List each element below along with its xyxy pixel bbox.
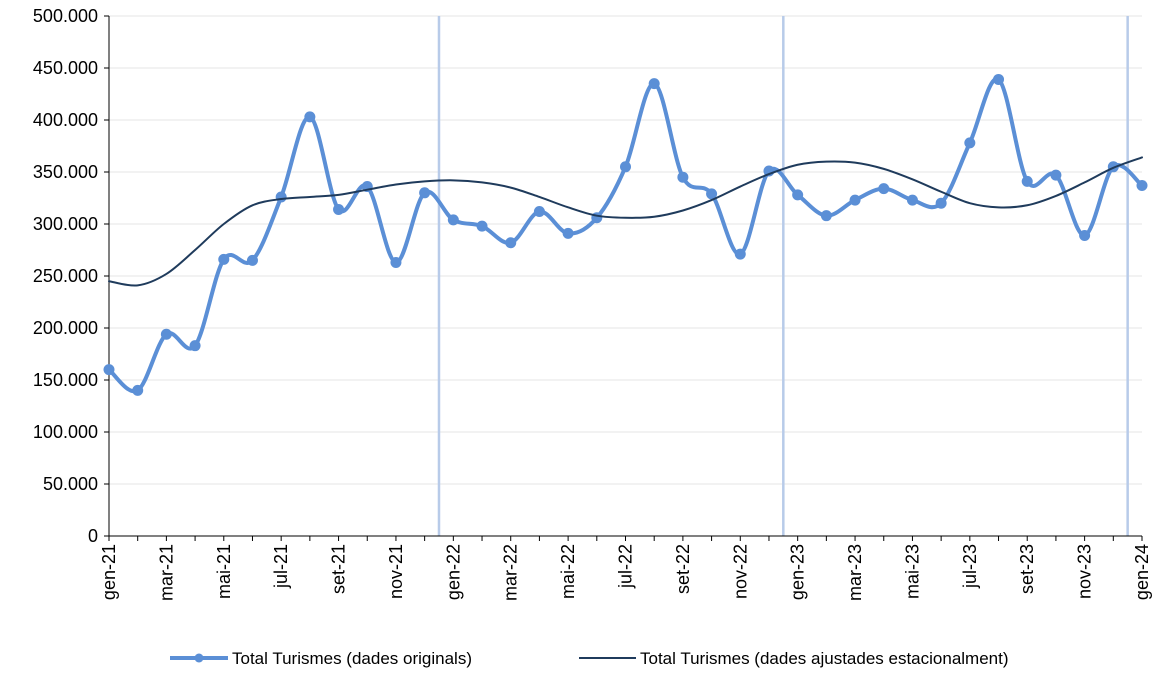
data-point-original	[993, 73, 1005, 85]
axes	[104, 15, 1143, 541]
legend-marker-original	[194, 653, 204, 663]
grid-lines	[109, 15, 1142, 485]
data-point-original	[820, 210, 832, 222]
year-separators	[437, 16, 1129, 536]
y-tick-label: 50.000	[43, 474, 98, 494]
x-tick-label: jul-22	[616, 544, 636, 589]
x-tick-label: mar-22	[501, 544, 521, 601]
data-point-original	[878, 183, 890, 195]
x-tick-label: set-23	[1017, 544, 1037, 594]
data-point-original	[964, 137, 976, 149]
x-tick-label: nov-23	[1075, 544, 1095, 599]
x-tick-label: gen-24	[1132, 544, 1152, 600]
data-point-original	[505, 237, 517, 249]
data-point-original	[304, 111, 316, 123]
y-tick-label: 350.000	[33, 162, 98, 182]
data-point-original	[1136, 180, 1148, 192]
x-tick-label: nov-21	[386, 544, 406, 599]
data-point-original	[792, 189, 804, 201]
data-point-original	[677, 171, 689, 183]
y-tick-label: 150.000	[33, 370, 98, 390]
y-tick-label: 250.000	[33, 266, 98, 286]
data-point-original	[706, 188, 718, 200]
data-point-original	[849, 194, 861, 206]
legend-label-original: Total Turismes (dades originals)	[232, 649, 472, 668]
data-point-original	[906, 194, 918, 206]
data-point-original	[275, 191, 287, 203]
series-lines	[103, 73, 1148, 396]
y-tick-label: 500.000	[33, 6, 98, 26]
x-axis-tick-labels: gen-21 mar-21 mai-21 jul-21 set-21 nov-21 gen-…	[99, 544, 1152, 601]
x-tick-label: nov-22	[730, 544, 750, 599]
x-tick-label: set-21	[329, 544, 349, 594]
data-point-original	[246, 254, 258, 266]
y-tick-label: 200.000	[33, 318, 98, 338]
x-tick-label: set-22	[673, 544, 693, 594]
data-point-original	[562, 227, 574, 239]
y-tick-label: 0	[88, 526, 98, 546]
y-axis-tick-labels: 0 50.000 100.000 150.000 200.000 250.000 300.0…	[33, 6, 98, 546]
x-tick-label: gen-21	[99, 544, 119, 600]
data-point-original	[648, 78, 660, 90]
series-line-adjusted	[108, 156, 1143, 287]
data-point-original	[218, 253, 230, 265]
data-point-original	[447, 214, 459, 226]
data-point-original	[734, 248, 746, 260]
data-point-original	[1021, 175, 1033, 187]
x-tick-label: jul-23	[960, 544, 980, 589]
y-tick-label: 450.000	[33, 58, 98, 78]
x-tick-label: mar-23	[845, 544, 865, 601]
data-point-original	[189, 340, 201, 352]
legend: Total Turismes (dades originals) Total T…	[170, 649, 1009, 668]
data-point-original	[333, 203, 345, 215]
y-tick-label: 300.000	[33, 214, 98, 234]
x-tick-label: jul-21	[271, 544, 291, 589]
data-point-original	[935, 197, 947, 209]
legend-item-original: Total Turismes (dades originals)	[170, 649, 472, 668]
x-tick-label: mai-23	[902, 544, 922, 599]
data-point-original	[103, 364, 115, 376]
legend-label-adjusted: Total Turismes (dades ajustades estacion…	[640, 649, 1009, 668]
x-tick-label: gen-23	[788, 544, 808, 600]
data-point-original	[476, 220, 488, 232]
data-point-original	[533, 206, 545, 218]
x-tick-label: gen-22	[443, 544, 463, 600]
legend-item-adjusted: Total Turismes (dades ajustades estacion…	[579, 649, 1009, 668]
y-tick-label: 400.000	[33, 110, 98, 130]
data-point-original	[620, 161, 631, 173]
data-point-original	[160, 328, 172, 340]
data-point-original	[419, 187, 431, 199]
x-tick-label: mar-21	[156, 544, 176, 601]
x-tick-label: mai-21	[214, 544, 234, 599]
data-point-original	[390, 256, 402, 268]
data-point-original	[132, 384, 144, 396]
y-tick-label: 100.000	[33, 422, 98, 442]
series-line-original	[107, 77, 1144, 394]
data-point-original	[1050, 169, 1062, 181]
x-tick-label: mai-22	[558, 544, 578, 599]
data-point-original	[1079, 229, 1091, 241]
